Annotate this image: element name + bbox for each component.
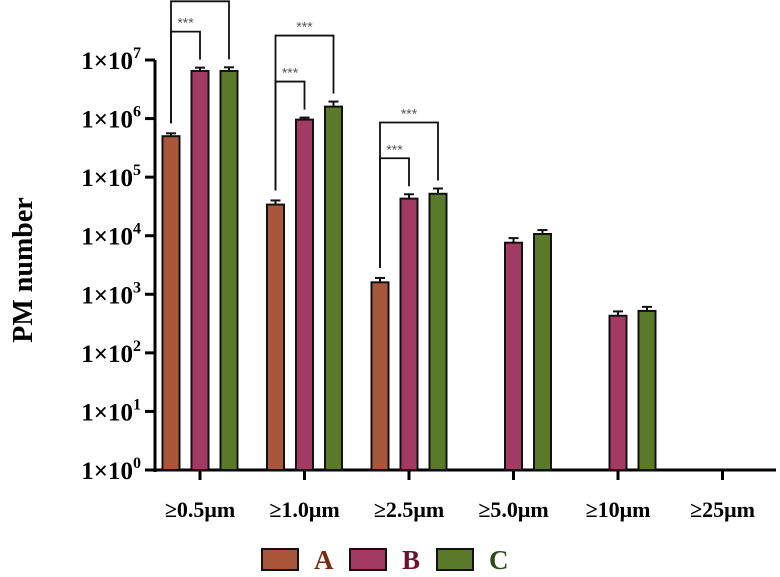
y-tick-label: 1×107 — [81, 45, 141, 75]
y-tick-label: 1×101 — [81, 396, 141, 426]
bar-C — [533, 232, 552, 471]
bar-B — [190, 69, 210, 471]
bar-C — [428, 192, 448, 471]
bar-C — [637, 309, 657, 471]
significance-label: *** — [282, 65, 299, 81]
significance-label: *** — [386, 141, 403, 157]
legend-swatch-C — [436, 548, 474, 571]
legend-label-B: B — [402, 545, 420, 575]
significance-label: *** — [401, 105, 418, 121]
y-axis-label: PM number — [8, 197, 39, 342]
significance-label: *** — [296, 19, 313, 35]
y-tick-label: 1×100 — [81, 455, 141, 485]
legend-label-C: C — [489, 545, 509, 575]
legend-swatch-B — [349, 548, 387, 571]
significance-label: *** — [177, 15, 194, 31]
x-tick-label: ≥25μm — [690, 497, 755, 522]
y-tick-label: 1×102 — [81, 338, 141, 368]
x-tick-label: ≥5.0μm — [478, 497, 548, 522]
bar-B — [504, 241, 523, 471]
x-tick-label: ≥1.0μm — [269, 497, 339, 522]
y-tick-label: 1×104 — [81, 221, 141, 251]
y-tick-label: 1×105 — [81, 162, 141, 192]
y-tick-label: 1×106 — [81, 104, 141, 134]
bar-A — [370, 281, 390, 471]
bar-A — [266, 203, 285, 471]
bar-A — [161, 135, 181, 471]
bar-B — [399, 197, 419, 471]
significance-bracket — [379, 121, 439, 268]
legend-swatch-A — [261, 548, 299, 571]
x-tick-label: ≥10μm — [586, 497, 651, 522]
bar-B — [295, 118, 314, 471]
bar-C — [324, 105, 343, 471]
bar-C — [219, 69, 239, 471]
y-tick-label: 1×103 — [81, 279, 141, 309]
significance-bracket — [170, 0, 230, 124]
legend-label-A: A — [314, 545, 334, 575]
significance-bracket — [274, 34, 335, 191]
x-tick-label: ≥0.5μm — [165, 497, 235, 522]
bar-B — [608, 314, 628, 471]
x-tick-label: ≥2.5μm — [374, 497, 444, 522]
